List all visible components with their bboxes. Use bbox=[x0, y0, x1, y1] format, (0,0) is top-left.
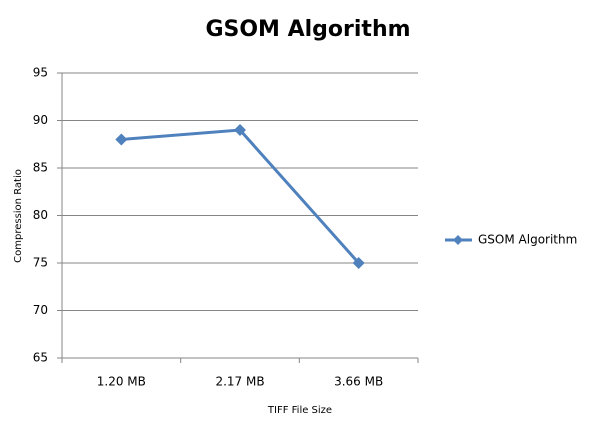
y-axis-label: Compression Ratio bbox=[13, 169, 24, 263]
data-point bbox=[115, 133, 128, 146]
y-tick-label: 75 bbox=[33, 256, 48, 270]
legend-marker bbox=[453, 235, 463, 245]
x-axis-label: TIFF File Size bbox=[267, 405, 332, 416]
y-tick-label: 65 bbox=[33, 351, 48, 365]
x-tick-label: 3.66 MB bbox=[334, 375, 383, 389]
x-tick-label: 1.20 MB bbox=[97, 375, 146, 389]
y-tick-label: 80 bbox=[33, 208, 48, 222]
legend-label: GSOM Algorithm bbox=[478, 233, 577, 247]
y-tick-label: 90 bbox=[33, 113, 48, 127]
y-tick-label: 95 bbox=[33, 66, 48, 80]
data-point bbox=[234, 124, 246, 136]
chart-title: GSOM Algorithm bbox=[205, 17, 410, 42]
y-tick-label: 70 bbox=[33, 303, 48, 317]
data-point bbox=[352, 257, 365, 269]
y-tick-label: 85 bbox=[33, 161, 48, 175]
x-tick-label: 2.17 MB bbox=[215, 375, 264, 389]
